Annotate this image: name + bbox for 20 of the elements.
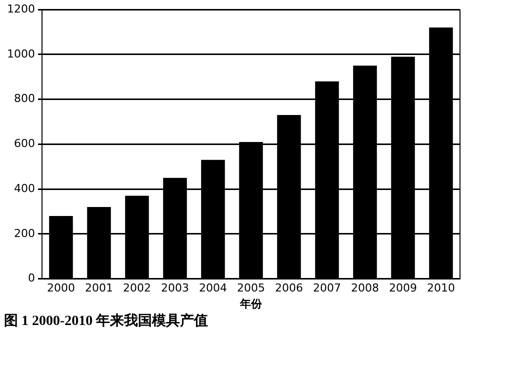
y-tick-label: 1000 <box>6 47 35 60</box>
x-tick-label: 2000 <box>46 281 75 294</box>
y-tick-label: 0 <box>28 272 35 285</box>
x-tick-label: 2010 <box>427 281 455 294</box>
x-tick-label: 2006 <box>275 281 303 294</box>
x-axis-title: 年份 <box>238 297 263 310</box>
x-tick-label: 2008 <box>351 281 379 294</box>
x-tick-label: 2001 <box>84 281 113 294</box>
y-tick-label: 1200 <box>6 2 35 16</box>
y-tick-label: 600 <box>14 137 35 150</box>
x-tick-label: 2003 <box>160 281 189 294</box>
y-tick-label: 800 <box>14 92 35 106</box>
x-tick-label: 2005 <box>236 281 265 294</box>
y-tick-label: 200 <box>14 226 35 240</box>
x-tick-label: 2004 <box>198 281 227 294</box>
x-tick-label: 2007 <box>313 281 341 294</box>
x-tick-label: 2002 <box>122 281 151 294</box>
text: 图 1 2000-2010 年来我国模具产值 <box>4 312 208 330</box>
y-tick-label: 400 <box>14 182 35 195</box>
x-tick-label: 2009 <box>389 281 417 294</box>
